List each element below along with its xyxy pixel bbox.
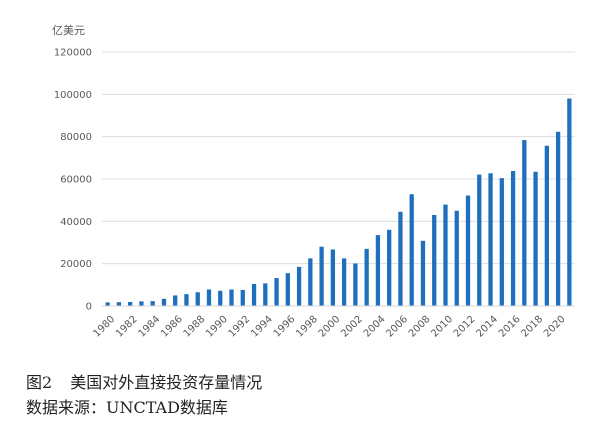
x-tick-label: 2004	[362, 314, 388, 340]
bar-1984	[150, 301, 155, 306]
x-tick-label: 1982	[114, 314, 140, 340]
bar-2013	[477, 174, 482, 306]
bar-1980	[105, 302, 110, 306]
bar-2020	[555, 131, 561, 306]
y-tick-label: 100000	[54, 90, 92, 101]
y-tick-label: 120000	[54, 48, 92, 59]
bar-2009	[432, 214, 437, 306]
bar-2005	[387, 229, 392, 306]
x-tick-label: 1996	[272, 314, 298, 340]
gridlines	[102, 51, 575, 265]
bar-2018	[533, 171, 538, 306]
bar-1981	[116, 302, 122, 306]
bar-2006	[398, 211, 403, 306]
bar-1991	[229, 289, 234, 306]
y-tick-label: 80000	[60, 132, 92, 143]
x-tick-label: 2014	[474, 314, 500, 340]
bar-2017	[522, 140, 527, 306]
x-tick-label: 2018	[519, 314, 545, 340]
x-tick-label: 2006	[384, 314, 410, 340]
bar-1986	[173, 295, 178, 306]
bar-1999	[319, 246, 324, 306]
bar-1988	[195, 292, 200, 306]
bar-2015	[499, 178, 504, 306]
y-tick-label: 20000	[60, 259, 92, 270]
figure-number: 图2	[26, 373, 53, 392]
bar-2004	[375, 235, 381, 306]
bar-2014	[488, 173, 493, 306]
bar-1985	[161, 298, 167, 306]
bar-2007	[409, 194, 414, 306]
x-tick-label: 2020	[542, 314, 568, 340]
y-tick-label: 60000	[60, 175, 92, 186]
figure-source: 数据来源：UNCTAD数据库	[26, 398, 228, 417]
bar-1992	[240, 289, 245, 306]
bar-2008	[420, 240, 426, 306]
x-tick-label: 1994	[249, 314, 275, 340]
bar-2019	[544, 145, 549, 306]
y-axis-ticks: 0 20000 40000 60000 80000 100000 120000	[54, 48, 92, 313]
x-tick-label: 2012	[452, 314, 478, 340]
bar-2011	[454, 210, 459, 306]
bar-1996	[285, 273, 290, 306]
x-tick-label: 2010	[429, 314, 455, 340]
y-tick-label: 0	[86, 302, 92, 313]
bar-2002	[353, 263, 358, 306]
x-axis-ticks: 1980198219841986198819901992199419961998…	[92, 314, 568, 340]
figure-title: 美国对外直接投资存量情况	[70, 373, 263, 392]
bar-1993	[251, 283, 257, 306]
bar-2001	[341, 258, 347, 307]
x-tick-label: 2008	[407, 314, 433, 340]
x-tick-label: 1984	[137, 314, 163, 340]
bar-2000	[330, 249, 336, 306]
bar-1989	[206, 289, 212, 306]
bar-1994	[263, 283, 268, 306]
figure-caption: 图2 美国对外直接投资存量情况	[26, 369, 262, 393]
x-tick-label: 2000	[317, 314, 343, 340]
bar-2016	[510, 170, 516, 306]
bar-2012	[465, 195, 471, 306]
x-tick-label: 1980	[92, 314, 118, 340]
bar-1987	[184, 294, 189, 306]
y-tick-label: 40000	[60, 217, 92, 228]
bar-2010	[443, 204, 448, 306]
bar-1995	[274, 278, 279, 306]
x-tick-label: 1992	[227, 314, 253, 340]
bar-1997	[296, 266, 302, 306]
x-tick-label: 1998	[294, 314, 320, 340]
x-tick-label: 1986	[159, 314, 185, 340]
x-tick-label: 2016	[497, 314, 523, 340]
bar-1998	[308, 258, 313, 307]
bar-2021	[567, 98, 572, 306]
x-tick-label: 1988	[182, 314, 208, 340]
bar-1990	[218, 290, 223, 306]
bar-1982	[128, 301, 133, 306]
bars	[105, 98, 572, 307]
bar-2003	[364, 248, 369, 306]
y-axis-unit-label: 亿美元	[52, 24, 85, 37]
x-tick-label: 2002	[339, 314, 365, 340]
x-tick-label: 1990	[204, 314, 230, 340]
bar-1983	[139, 301, 144, 306]
